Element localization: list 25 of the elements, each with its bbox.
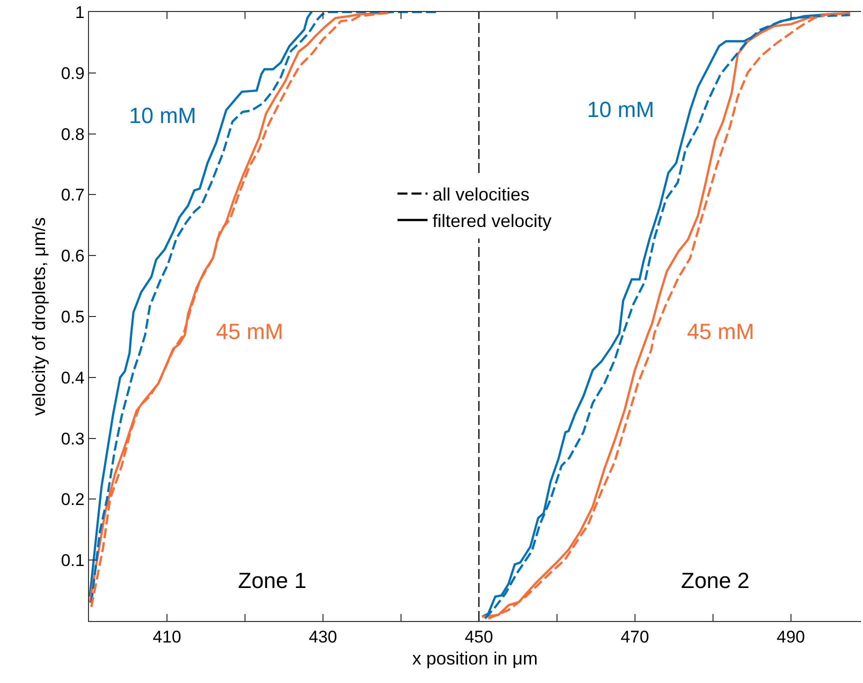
y-tick-label: 0.1 (60, 551, 85, 570)
y-axis-title: velocity of droplets, μm/s (29, 217, 50, 416)
annotation: Zone 1 (238, 568, 306, 593)
y-tick-label: 0.4 (60, 368, 85, 388)
x-tick-label: 470 (620, 627, 650, 646)
y-tick-label: 0.5 (60, 307, 85, 326)
legend-label: filtered velocity (432, 211, 552, 231)
legend-label: all velocities (432, 184, 530, 205)
y-tick-label: 0.7 (60, 186, 85, 205)
y-tick-label: 0.3 (60, 429, 85, 448)
y-tick-label: 0.8 (60, 124, 85, 144)
x-tick-label: 490 (776, 627, 806, 646)
y-tick-label: 0.6 (60, 246, 85, 266)
x-axis-title: x position in μm (412, 648, 538, 668)
annotation: 10 mM (129, 103, 196, 128)
annotation: 45 mM (216, 319, 284, 344)
x-tick-label: 430 (308, 627, 338, 646)
annotation: 45 mM (687, 319, 754, 344)
y-tick-label: 0.2 (60, 490, 85, 510)
x-tick-label: 410 (152, 627, 182, 646)
y-tick-label: 0.9 (60, 64, 85, 83)
x-tick-label: 450 (464, 627, 494, 646)
y-tick-label: 1 (75, 2, 85, 22)
annotation: 10 mM (587, 97, 654, 122)
annotation: Zone 2 (681, 568, 750, 593)
